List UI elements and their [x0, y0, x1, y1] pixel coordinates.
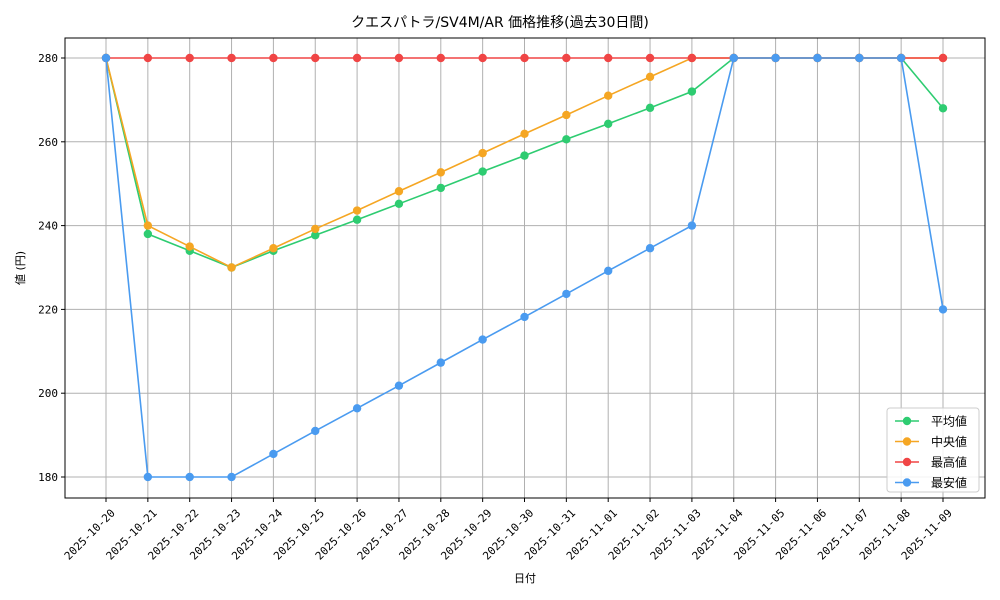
data-point: [478, 53, 487, 63]
data-point: [520, 129, 529, 139]
data-point: [311, 231, 320, 240]
data-point: [269, 53, 278, 63]
data-point: [604, 119, 613, 128]
grid-lines: [65, 38, 985, 498]
data-point: [645, 244, 655, 253]
legend-label: 平均値: [931, 414, 967, 429]
data-point: [436, 168, 445, 177]
y-tick-label: 180: [38, 471, 58, 484]
data-point: [185, 242, 194, 251]
data-point: [938, 104, 948, 113]
data-point: [645, 103, 655, 113]
data-point: [394, 199, 404, 209]
data-point: [645, 72, 655, 82]
y-tick-label: 240: [38, 220, 58, 233]
data-point: [645, 53, 655, 63]
data-point: [227, 53, 236, 63]
data-point: [938, 53, 948, 63]
y-tick-label: 200: [38, 387, 58, 400]
data-point: [185, 472, 194, 482]
data-point: [143, 53, 153, 63]
chart-title: クエスパトラ/SV4M/AR 価格推移(過去30日間): [351, 15, 649, 31]
data-point: [562, 289, 571, 299]
data-point: [436, 358, 445, 367]
data-point: [687, 53, 697, 63]
legend-swatch-marker: [902, 416, 912, 426]
legend-box: [886, 407, 980, 493]
data-point: [562, 135, 571, 144]
data-point: [436, 183, 445, 193]
y-tick-label: 220: [38, 303, 58, 316]
data-point: [520, 312, 529, 322]
legend-label: 中央値: [931, 434, 967, 449]
data-point: [352, 206, 362, 215]
series-4: [101, 53, 948, 482]
legend-swatch-marker: [902, 457, 912, 467]
data-point: [938, 305, 948, 314]
data-point: [687, 87, 697, 96]
data-point: [520, 53, 529, 63]
data-point: [143, 229, 153, 239]
data-point: [143, 221, 153, 230]
data-point: [101, 53, 111, 63]
data-point: [227, 472, 236, 482]
data-point: [855, 53, 864, 63]
data-point: [478, 148, 487, 158]
data-point: [311, 53, 320, 63]
data-point: [562, 110, 571, 120]
data-point: [813, 53, 822, 63]
data-point: [687, 221, 697, 230]
data-point: [520, 151, 529, 160]
data-point: [311, 426, 320, 436]
data-point: [394, 53, 404, 63]
data-point: [478, 167, 487, 176]
legend-swatch-marker: [902, 437, 912, 446]
x-axis-label: 日付: [514, 572, 536, 585]
series-layer: [101, 53, 948, 482]
data-point: [394, 187, 404, 196]
data-point: [729, 53, 738, 63]
data-point: [185, 53, 194, 63]
data-point: [269, 449, 278, 459]
data-point: [896, 53, 906, 63]
data-point: [604, 91, 613, 100]
data-point: [143, 472, 153, 482]
data-point: [604, 53, 613, 63]
legend-label: 最安値: [931, 475, 967, 490]
data-point: [604, 266, 613, 276]
y-tick-label: 280: [38, 52, 58, 65]
y-axis-label: 値 (円): [14, 251, 27, 285]
data-point: [311, 224, 320, 234]
data-point: [269, 244, 278, 253]
legend-swatch-marker: [902, 478, 912, 487]
data-point: [352, 404, 362, 413]
data-point: [562, 53, 571, 63]
data-point: [394, 381, 404, 390]
data-point: [436, 53, 445, 63]
y-tick-label: 260: [38, 136, 58, 149]
data-point: [352, 53, 362, 63]
data-point: [771, 53, 780, 63]
data-point: [478, 335, 487, 344]
legend-label: 最高値: [931, 455, 967, 470]
data-point: [227, 263, 236, 272]
data-point: [352, 215, 362, 224]
